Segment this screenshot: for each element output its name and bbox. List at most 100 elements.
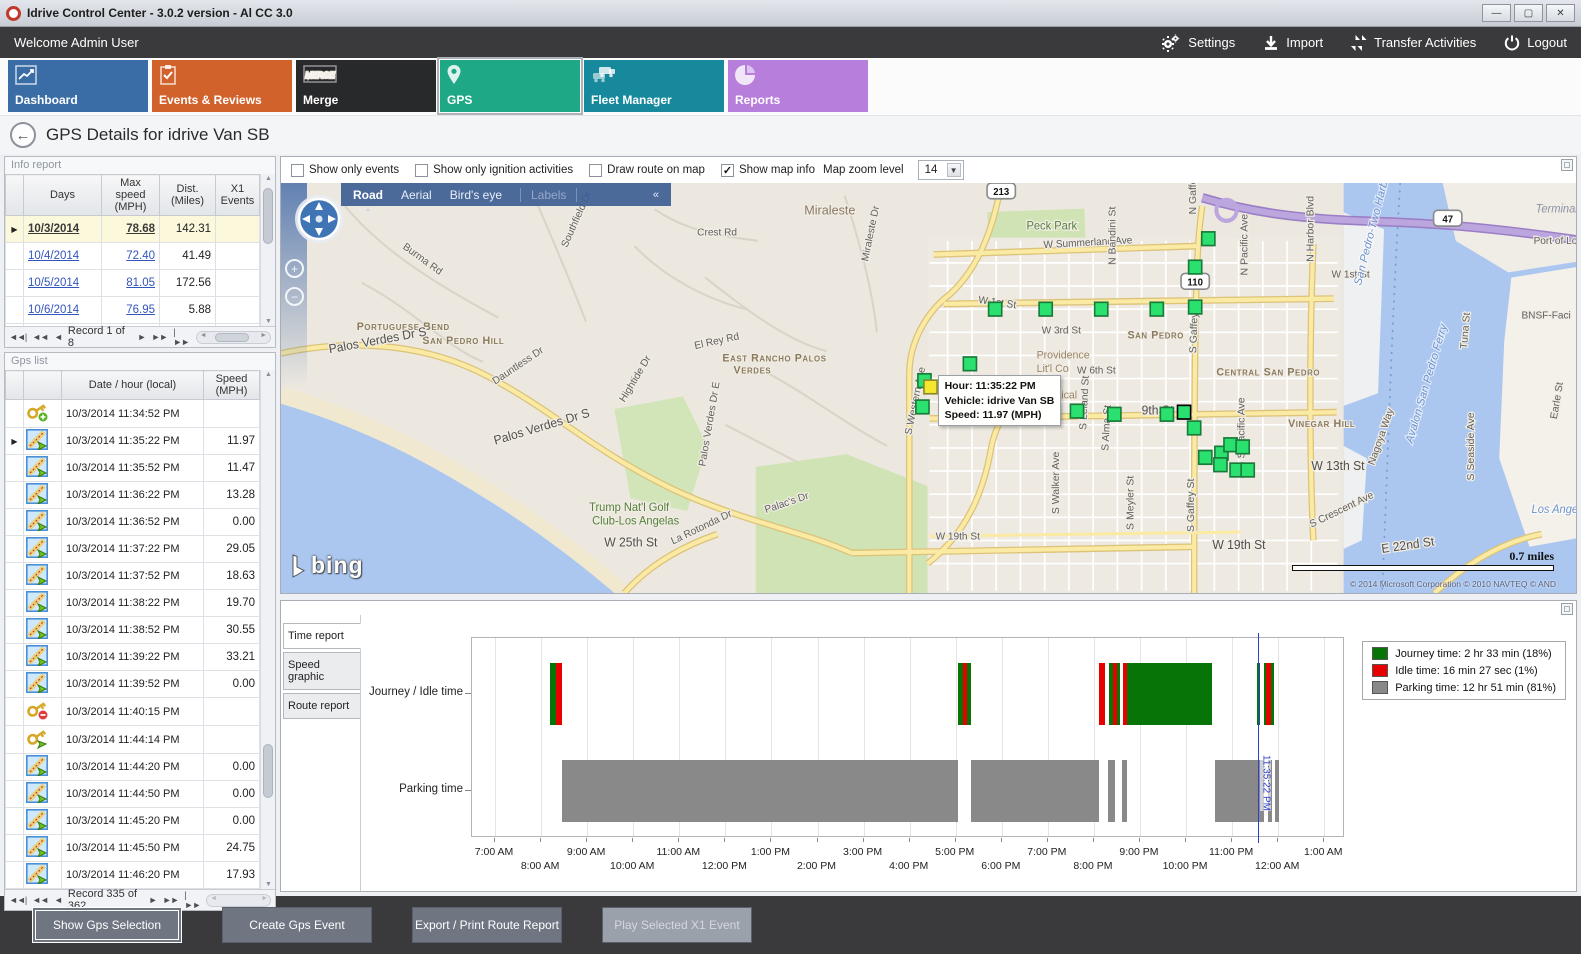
gps-marker[interactable] [1186,420,1202,436]
column-header[interactable]: Speed (MPH) [203,370,260,400]
unchecked-checkbox-icon[interactable] [291,163,304,177]
create-gps-event-button[interactable]: Create Gps Event [222,907,372,943]
zoom-in-button[interactable]: + [285,259,304,278]
horizontal-scrollbar[interactable]: ◄ ► [206,893,271,907]
table-row[interactable]: ▶ 10/3/2014 78.68 142.31 [5,215,260,243]
collapse-stylebar-icon[interactable]: « [652,188,659,201]
maximize-button[interactable]: ▢ [1514,4,1543,22]
gps-list-scrollbar[interactable]: ▲ ▼ [260,370,275,889]
gps-row[interactable]: 10/3/2014 11:37:22 PM 29.05 [5,535,260,563]
collapse-panel-icon[interactable] [1561,159,1573,171]
table-row[interactable]: 10/6/2014 76.95 5.88 [5,296,260,324]
gps-marker[interactable] [1149,301,1165,317]
nav-tile-reports[interactable]: Reports [728,60,868,112]
transfer-activities-button[interactable]: Transfer Activities [1351,34,1476,52]
gps-row[interactable]: 10/3/2014 11:38:52 PM 30.55 [5,616,260,644]
gps-marker[interactable] [987,301,1003,317]
gps-row[interactable]: 10/3/2014 11:40:15 PM [5,697,260,726]
gps-marker[interactable] [962,356,978,372]
gps-row[interactable]: 10/3/2014 11:35:52 PM 11.47 [5,454,260,482]
first-record-button[interactable]: ◄◄| [9,895,27,905]
scroll-left-icon[interactable]: ◄ [210,894,217,902]
nav-tile-events-reviews[interactable]: Events & Reviews [152,60,292,112]
gps-marker[interactable] [1223,437,1238,453]
checked-checkbox-icon[interactable]: ✓ [720,163,734,177]
scroll-right-icon[interactable]: ► [260,331,267,339]
time-cursor[interactable] [1258,633,1260,843]
gps-row[interactable]: 10/3/2014 11:44:14 PM [5,725,260,754]
gps-row[interactable]: 10/3/2014 11:46:20 PM 17.93 [5,861,260,889]
gps-marker[interactable] [1235,439,1251,455]
next-record-button[interactable]: ► [137,332,147,342]
gps-row[interactable]: ▶ 10/3/2014 11:35:22 PM 11.97 [5,427,260,455]
map-style-bird-s-eye[interactable]: Bird's eye [449,187,502,202]
collapse-panel-icon[interactable] [1561,603,1573,615]
next-record-button[interactable]: ► [148,895,158,905]
close-button[interactable]: ✕ [1546,4,1575,22]
show-gps-selection-button[interactable]: Show Gps Selection [32,907,182,943]
max-speed-link[interactable]: 72.40 [126,250,155,262]
first-record-button[interactable]: ◄◄| [9,332,27,342]
checkbox-show-only-ignition-activities[interactable]: Show only ignition activities [415,163,573,177]
next-page-button[interactable]: ►► [162,895,180,905]
gps-row[interactable]: 10/3/2014 11:39:52 PM 0.00 [5,670,260,698]
gps-marker[interactable] [1187,299,1203,315]
day-link[interactable]: 10/4/2014 [28,250,80,262]
prev-page-button[interactable]: ◄◄ [32,895,49,905]
gps-marker[interactable] [1213,457,1228,473]
next-page-button[interactable]: ►► [151,332,168,342]
gps-marker[interactable] [1038,301,1054,317]
nav-tile-merge[interactable]: MERGE Merge [296,60,436,112]
gps-markers[interactable] [915,231,1256,478]
last-record-button[interactable]: |►► [184,890,201,910]
gps-row[interactable]: 10/3/2014 11:44:50 PM 0.00 [5,780,260,808]
map-zoom-select[interactable]: 14 ▼ [917,160,964,180]
day-link[interactable]: 10/3/2014 [28,223,80,235]
gps-row[interactable]: 10/3/2014 11:36:52 PM 0.00 [5,508,260,536]
scroll-up-icon[interactable]: ▲ [265,371,272,378]
max-speed-link[interactable]: 78.68 [126,223,155,235]
gps-row[interactable]: 10/3/2014 11:38:22 PM 19.70 [5,589,260,617]
minimize-button[interactable]: — [1482,4,1511,22]
gps-marker[interactable] [1240,462,1256,478]
gps-marker[interactable] [1187,259,1203,275]
zoom-out-button[interactable]: − [285,287,304,306]
gps-marker[interactable] [1176,404,1192,420]
checkbox-show-map-info[interactable]: ✓ Show map info [720,163,816,177]
tab-route-report[interactable]: Route report [283,693,361,719]
export-print-route-report-button[interactable]: Export / Print Route Report [412,907,562,943]
max-speed-link[interactable]: 76.95 [126,304,155,316]
horizontal-scrollbar[interactable]: ◄ ► [195,330,271,344]
table-row[interactable]: 10/7/2014 68.62 12.99 [5,323,260,326]
nav-tile-dashboard[interactable]: Dashboard [8,60,148,112]
column-header[interactable]: Dist. (Miles) [159,174,216,216]
gps-marker[interactable] [1159,406,1175,422]
gps-marker[interactable] [1106,406,1122,422]
map-style-road[interactable]: Road [353,188,383,202]
scroll-up-icon[interactable]: ▲ [265,175,272,182]
last-record-button[interactable]: |►► [173,327,190,347]
max-speed-link[interactable]: 81.05 [126,277,155,289]
unchecked-checkbox-icon[interactable] [415,163,429,177]
gps-marker[interactable] [915,399,930,415]
gps-row[interactable]: 10/3/2014 11:37:52 PM 18.63 [5,562,260,590]
column-header[interactable]: X1 Events [215,174,260,216]
back-button[interactable]: ← [10,122,36,148]
gps-marker[interactable] [1069,403,1085,419]
scroll-down-icon[interactable]: ▼ [265,881,272,888]
gps-row[interactable]: 10/3/2014 11:34:52 PM [5,399,260,428]
gps-row[interactable]: 10/3/2014 11:36:22 PM 13.28 [5,481,260,509]
gps-row[interactable]: 10/3/2014 11:45:20 PM 0.00 [5,807,260,835]
scroll-right-icon[interactable]: ► [261,894,268,902]
column-header[interactable]: Days [23,174,102,216]
gps-marker[interactable] [1197,449,1213,466]
gps-row[interactable]: 10/3/2014 11:39:22 PM 33.21 [5,643,260,671]
day-link[interactable]: 10/5/2014 [28,277,80,289]
map-style-aerial[interactable]: Aerial [401,187,432,202]
prev-record-button[interactable]: ◄ [53,895,63,905]
scroll-left-icon[interactable]: ◄ [199,331,207,339]
column-header[interactable]: Max speed (MPH) [101,174,160,216]
checkbox-draw-route-on-map[interactable]: Draw route on map [589,163,705,177]
prev-page-button[interactable]: ◄◄ [32,332,49,342]
gps-marker[interactable] [1093,301,1109,317]
